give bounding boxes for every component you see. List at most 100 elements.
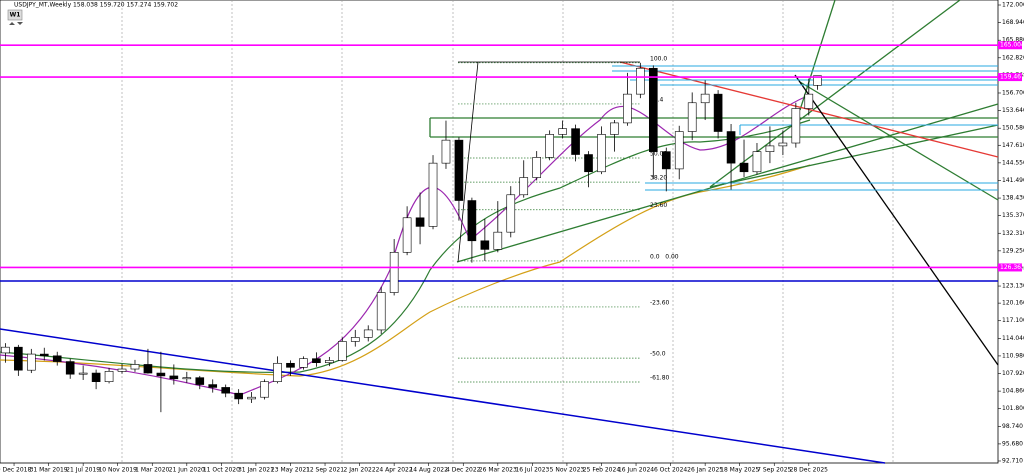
x-tick-label: 4 Dec 2022 [446, 467, 481, 474]
candle-body [1, 346, 10, 354]
fibo-label: 50.00 [650, 150, 667, 157]
candle-body [467, 200, 477, 242]
candle-body [791, 108, 801, 144]
candle-body [558, 128, 567, 135]
price-tag-label: 165.004 [1000, 42, 1024, 49]
candle-body [778, 142, 788, 147]
x-tick-label: 9 Dec 2018 [0, 467, 31, 474]
timeframe-button[interactable] [7, 9, 23, 21]
candle-body [14, 346, 23, 371]
x-tick-label: 6 Oct 2024 [654, 467, 687, 474]
fibo-label: 100.0 [650, 55, 667, 62]
y-tick-label: 156.700 [1002, 89, 1024, 96]
y-tick-label: 104.860 [1002, 388, 1024, 395]
timeframe-label[interactable]: W1 [10, 12, 21, 19]
x-tick-label: 26 Mar 2023 [479, 467, 517, 474]
candle-body [52, 355, 62, 362]
candle-body [674, 131, 684, 170]
candle-body [519, 177, 529, 196]
candle-body [804, 93, 814, 109]
x-tick-label: 16 Jul 2023 [515, 467, 549, 474]
candle-body [441, 139, 451, 164]
candle-body [247, 396, 256, 400]
candle-body [104, 371, 114, 382]
x-tick-label: 14 Aug 2022 [409, 467, 448, 474]
candle-body [376, 292, 386, 331]
candle-body [493, 231, 503, 250]
x-tick-label: 10 Nov 2019 [98, 467, 137, 474]
y-tick-label: 165.880 [1002, 37, 1024, 44]
candle-body [234, 392, 243, 400]
candle-body [91, 372, 101, 382]
y-tick-label: 147.610 [1002, 142, 1024, 149]
fibo-label: -50.0 [650, 351, 666, 358]
x-tick-label: 16 Jun 2024 [618, 467, 654, 474]
candle-body [195, 377, 205, 385]
candle-body [700, 93, 710, 104]
candle-body [117, 368, 127, 372]
y-tick-label: 101.800 [1002, 405, 1024, 412]
drawings [0, 0, 999, 464]
candle-body [156, 372, 166, 377]
candle-body [752, 151, 762, 173]
candle-body [623, 93, 632, 124]
candle-body [78, 372, 88, 375]
price-tag [998, 263, 1022, 272]
y-tick-label: 150.580 [1002, 125, 1024, 132]
fibo-label: -23.60 [650, 299, 670, 306]
fibo-label: 0.0 0.00 [650, 253, 679, 260]
candle-body [286, 362, 295, 368]
y-tick-label: 141.490 [1002, 177, 1024, 184]
candle-body [363, 329, 373, 338]
x-tick-label: 21 Jul 2019 [66, 467, 100, 474]
candle-body [221, 387, 231, 394]
candle-body [584, 154, 593, 173]
y-tick-label: 120.160 [1002, 300, 1024, 307]
y-tick-label: 114.040 [1002, 335, 1024, 342]
candle-body [337, 341, 347, 361]
x-tick-label: 12 Sep 2021 [306, 467, 344, 474]
candle-body [325, 360, 334, 364]
candle-body [65, 361, 75, 375]
candle-body [169, 375, 179, 380]
candle-body [143, 364, 153, 374]
candle-body [813, 75, 822, 86]
candle-body [182, 377, 192, 380]
candle-body [545, 134, 554, 158]
candle-body [571, 128, 580, 155]
y-tick-label: 110.980 [1002, 352, 1024, 359]
y-tick-label: 132.310 [1002, 230, 1024, 237]
y-tick-label: 144.550 [1002, 159, 1024, 166]
x-tick-label: 1 Mar 2020 [135, 467, 169, 474]
y-tick-label: 92.710 [1002, 457, 1023, 464]
x-tick-label: 31 Mar 2019 [30, 467, 68, 474]
y-tick-label: 107.920 [1002, 370, 1024, 377]
x-tick-label: 21 Jun 2020 [169, 467, 205, 474]
price-tag-label: 126.363 [1000, 264, 1024, 271]
chart-title: USDJPY_MT,Weekly 158.038 159.720 157.274… [14, 2, 178, 9]
candle-body [765, 145, 775, 152]
candle-body [480, 240, 490, 250]
candle-body [402, 217, 412, 253]
candle-body [26, 353, 36, 371]
candle-body [739, 162, 749, 173]
candle-body [273, 362, 282, 382]
candle-body [687, 102, 697, 132]
fibo-label: 23.60 [650, 202, 667, 209]
x-tick-label: 31 Jan 2021 [238, 467, 274, 474]
candle-body [648, 67, 658, 152]
y-tick-label: 153.640 [1002, 107, 1024, 114]
y-tick-label: 168.940 [1002, 19, 1024, 26]
candle-body [415, 217, 425, 227]
x-tick-label: 5 Nov 2023 [550, 467, 585, 474]
y-tick-label: 98.740 [1002, 423, 1023, 430]
x-tick-label: 26 Jan 2025 [687, 467, 723, 474]
scroll-arrows[interactable] [9, 22, 23, 25]
y-tick-label: 95.680 [1002, 440, 1023, 447]
fibo-label: 38.20 [650, 175, 667, 182]
y-tick-label: 129.250 [1002, 247, 1024, 254]
plot-area [0, 0, 999, 464]
x-tick-label: 24 Apr 2022 [376, 467, 413, 474]
